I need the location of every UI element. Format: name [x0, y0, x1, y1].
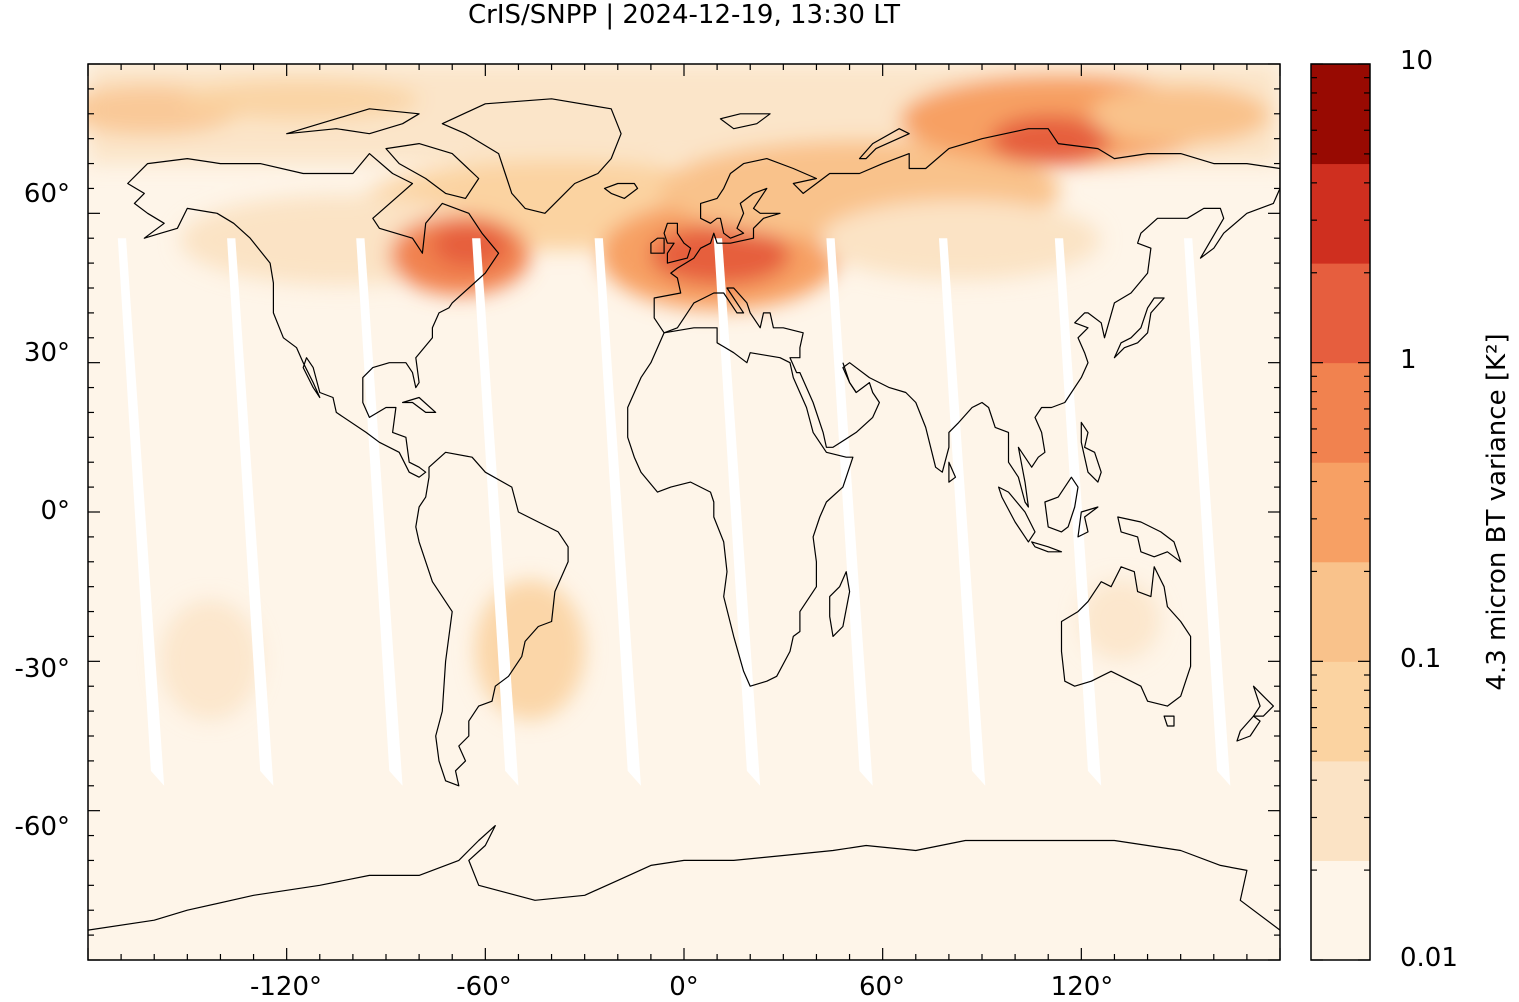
new-guinea-coast: [1117, 516, 1182, 563]
lon-label-120: 120°: [1050, 972, 1114, 1002]
orbit-gap: [594, 238, 641, 786]
colorbar-level-5: [1311, 362, 1370, 463]
map-title: CrIS/SNPP | 2024-12-19, 13:30 LT: [468, 0, 900, 30]
orbit-gap: [1054, 238, 1102, 786]
orbit-gap: [472, 238, 519, 786]
orbit-gap: [356, 238, 403, 786]
africa-coast: [627, 327, 854, 687]
antarctica-coast: [88, 824, 1280, 931]
colorbar-title: 4.3 micron BT variance [K²]: [1482, 333, 1512, 691]
madagascar-coast: [829, 571, 851, 638]
baffin-coast: [385, 143, 480, 199]
colorbar-level-8: [1311, 64, 1370, 165]
tasmania-coast: [1163, 715, 1175, 727]
colorbar-level-0: [1311, 860, 1370, 961]
colorbar-label-10: 10: [1400, 46, 1434, 76]
lat-label-minus30: -30°: [14, 654, 70, 684]
ireland-coast: [650, 237, 665, 254]
lon-label-60: 60°: [858, 972, 906, 1002]
colorbar-label-0.01: 0.01: [1400, 943, 1458, 973]
colorbar-level-2: [1311, 661, 1370, 762]
north-america-coast: [127, 153, 500, 478]
new-zealand-coast: [1252, 685, 1275, 717]
variance-field: [88, 64, 1280, 720]
orbit-gap: [713, 238, 761, 786]
orbit-gap: [826, 238, 873, 786]
arabian-gulf-coast: [842, 362, 857, 393]
lon-label-0: 0°: [669, 972, 699, 1002]
new-zealand-south-coast: [1236, 715, 1261, 742]
arctic-islands-coast: [286, 108, 420, 135]
lat-label-0: 0°: [40, 496, 70, 526]
coastlines: [88, 98, 1280, 931]
colorbar-ticks: [1311, 63, 1370, 961]
sulawesi-coast: [1077, 506, 1099, 538]
svalbard-coast: [719, 113, 771, 130]
lat-label-60: 60°: [23, 179, 70, 209]
colorbar: [1311, 64, 1370, 961]
great-britain-coast: [663, 222, 692, 264]
australia-coast: [1060, 566, 1192, 707]
orbit-gaps: [117, 238, 1231, 786]
philippines-coast: [1080, 421, 1102, 483]
south-america-coast: [415, 451, 569, 787]
colorbar-frame: [1310, 63, 1371, 961]
greenland-coast: [441, 98, 622, 214]
lon-label-minus120: -120°: [249, 972, 322, 1002]
lat-label-30: 30°: [23, 338, 70, 368]
colorbar-label-1: 1: [1400, 345, 1417, 375]
europe-asia-coast: [653, 128, 1280, 508]
colorbar-label-0.1: 0.1: [1400, 644, 1442, 674]
borneo-coast: [1044, 476, 1079, 533]
orbit-gap: [938, 238, 986, 786]
iceland-coast: [603, 182, 639, 199]
colorbar-level-7: [1311, 163, 1370, 264]
orbit-gap: [117, 238, 165, 786]
sri-lanka-coast: [948, 461, 957, 483]
cuba-coast: [402, 396, 437, 413]
colorbar-level-3: [1311, 561, 1370, 662]
map-ticks: [87, 63, 1281, 961]
orbit-gap: [1183, 238, 1231, 786]
novaya-zemlya-coast: [858, 128, 910, 160]
sumatra-coast: [997, 486, 1036, 543]
japan-coast: [1113, 297, 1165, 359]
lat-label-minus60: -60°: [14, 812, 70, 842]
orbit-gap: [227, 238, 274, 786]
lon-label-minus60: -60°: [456, 972, 512, 1002]
java-coast: [1031, 541, 1063, 553]
colorbar-level-6: [1311, 263, 1370, 364]
colorbar-level-1: [1311, 760, 1370, 861]
colorbar-level-4: [1311, 462, 1370, 563]
